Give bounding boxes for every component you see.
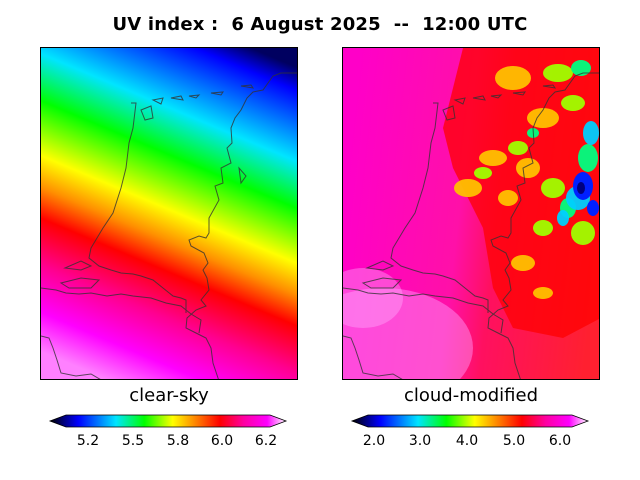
colorbar-tick-label: 5.0 <box>502 433 526 449</box>
clear-sky-field <box>41 48 297 379</box>
clear-sky-label: clear-sky <box>129 385 209 406</box>
figure-title: UV index : 6 August 2025 -- 12:00 UTC <box>112 14 528 35</box>
colorbar-tick-label: 5.2 <box>76 433 100 449</box>
colorbar-tick-label: 3.0 <box>408 433 432 449</box>
colorbar-tick-label: 5.5 <box>121 433 145 449</box>
colorbar-tick-label: 6.0 <box>548 433 572 449</box>
cloud-modified-field <box>343 48 599 379</box>
cloud-modified-colorbar <box>350 414 590 428</box>
coastline-outline <box>41 72 297 379</box>
cloud-modified-map <box>342 47 600 380</box>
coastline-outline <box>343 72 599 379</box>
colorbar-tick-label: 4.0 <box>455 433 479 449</box>
clear-sky-colorbar <box>48 414 288 428</box>
colorbar-tick-label: 2.0 <box>362 433 386 449</box>
colorbar-tick-label: 6.2 <box>254 433 278 449</box>
colorbar-tick-label: 5.8 <box>166 433 190 449</box>
cloud-modified-label: cloud-modified <box>403 385 539 406</box>
clear-sky-map <box>40 47 298 380</box>
colorbar-tick-label: 6.0 <box>210 433 234 449</box>
